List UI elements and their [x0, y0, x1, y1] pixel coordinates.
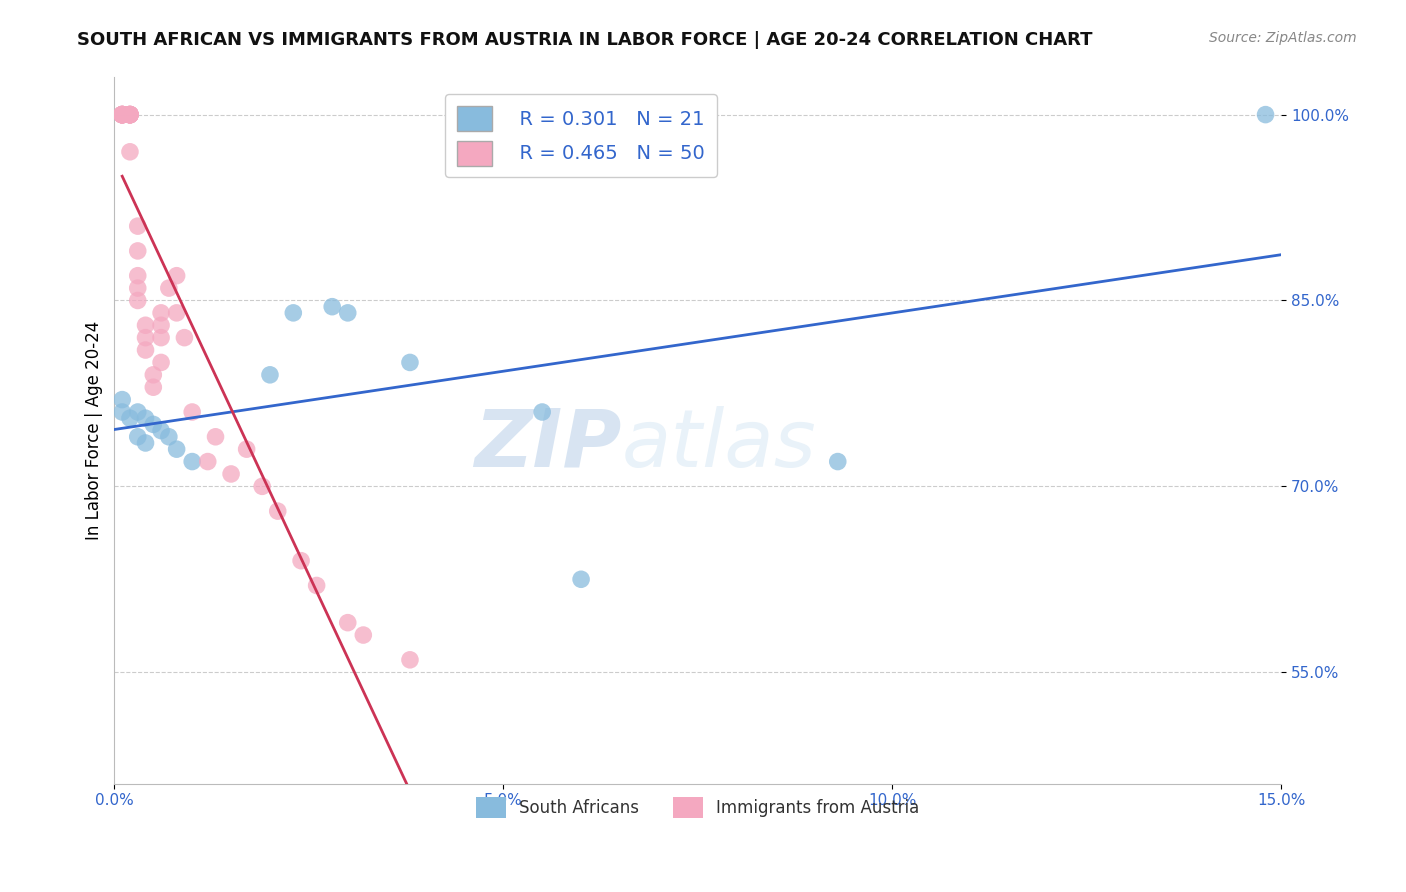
Point	[111, 107, 134, 121]
Point	[531, 405, 554, 419]
Text: atlas: atlas	[621, 406, 817, 483]
Text: Source: ZipAtlas.com: Source: ZipAtlas.com	[1209, 31, 1357, 45]
Point	[197, 454, 219, 468]
Point	[336, 615, 359, 630]
Point	[827, 454, 849, 468]
Point	[157, 430, 180, 444]
Point	[118, 411, 141, 425]
Point	[111, 405, 134, 419]
Point	[111, 107, 134, 121]
Point	[118, 107, 141, 121]
Point	[118, 107, 141, 121]
Point	[111, 107, 134, 121]
Point	[283, 306, 305, 320]
Point	[142, 380, 165, 394]
Point	[166, 306, 188, 320]
Point	[1254, 107, 1277, 121]
Point	[219, 467, 242, 481]
Point	[181, 454, 204, 468]
Point	[166, 268, 188, 283]
Point	[111, 392, 134, 407]
Point	[135, 343, 157, 357]
Text: SOUTH AFRICAN VS IMMIGRANTS FROM AUSTRIA IN LABOR FORCE | AGE 20-24 CORRELATION : SOUTH AFRICAN VS IMMIGRANTS FROM AUSTRIA…	[77, 31, 1092, 49]
Point	[118, 107, 141, 121]
Point	[181, 405, 204, 419]
Point	[305, 578, 328, 592]
Point	[166, 442, 188, 457]
Point	[399, 653, 422, 667]
Point	[118, 107, 141, 121]
Point	[135, 436, 157, 450]
Point	[267, 504, 290, 518]
Point	[127, 430, 149, 444]
Text: ZIP: ZIP	[475, 406, 621, 483]
Legend: South Africans, Immigrants from Austria: South Africans, Immigrants from Austria	[470, 790, 927, 825]
Y-axis label: In Labor Force | Age 20-24: In Labor Force | Age 20-24	[86, 321, 103, 541]
Point	[118, 145, 141, 159]
Point	[135, 331, 157, 345]
Point	[127, 219, 149, 234]
Point	[118, 107, 141, 121]
Point	[336, 306, 359, 320]
Point	[150, 306, 173, 320]
Point	[127, 244, 149, 258]
Point	[127, 268, 149, 283]
Point	[111, 107, 134, 121]
Point	[157, 281, 180, 295]
Point	[111, 107, 134, 121]
Point	[111, 107, 134, 121]
Point	[250, 479, 273, 493]
Point	[352, 628, 374, 642]
Point	[204, 430, 226, 444]
Point	[150, 331, 173, 345]
Point	[111, 107, 134, 121]
Point	[135, 318, 157, 333]
Point	[127, 293, 149, 308]
Point	[111, 107, 134, 121]
Point	[569, 572, 592, 586]
Point	[150, 355, 173, 369]
Point	[142, 368, 165, 382]
Point	[111, 107, 134, 121]
Point	[150, 318, 173, 333]
Point	[290, 554, 312, 568]
Point	[127, 405, 149, 419]
Point	[127, 281, 149, 295]
Point	[399, 355, 422, 369]
Point	[118, 107, 141, 121]
Point	[118, 107, 141, 121]
Point	[135, 411, 157, 425]
Point	[150, 424, 173, 438]
Point	[259, 368, 281, 382]
Point	[321, 300, 343, 314]
Point	[142, 417, 165, 432]
Point	[235, 442, 257, 457]
Point	[118, 107, 141, 121]
Point	[118, 107, 141, 121]
Point	[111, 107, 134, 121]
Point	[173, 331, 195, 345]
